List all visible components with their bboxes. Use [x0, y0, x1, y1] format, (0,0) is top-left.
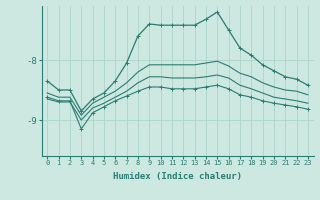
X-axis label: Humidex (Indice chaleur): Humidex (Indice chaleur) [113, 172, 242, 181]
